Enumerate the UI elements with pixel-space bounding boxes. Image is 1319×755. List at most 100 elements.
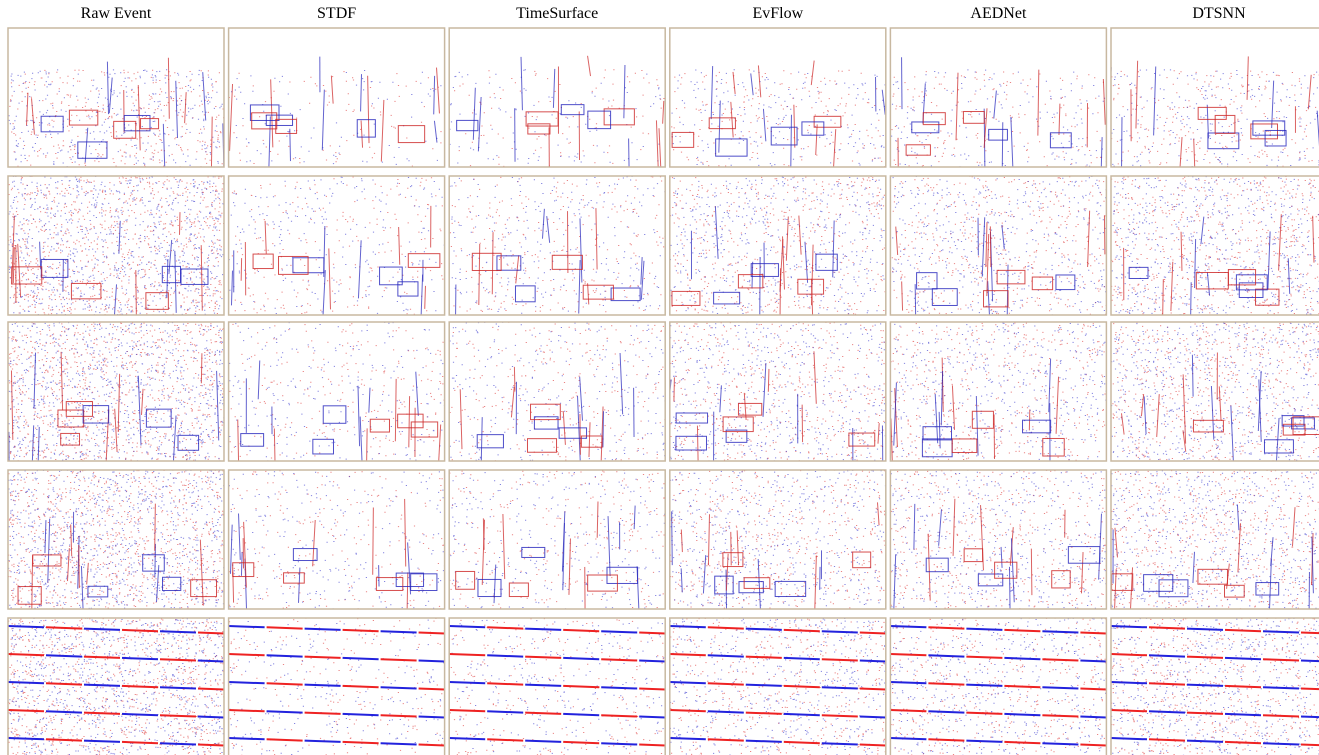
panel-bg bbox=[890, 470, 1106, 609]
stripe bbox=[8, 738, 44, 739]
stripe bbox=[1225, 714, 1261, 715]
stripe bbox=[1149, 711, 1185, 712]
figure: Raw EventSTDFTimeSurfaceEvFlowAEDNetDTSN… bbox=[0, 0, 1319, 755]
stripe bbox=[267, 655, 303, 656]
stripe bbox=[890, 710, 926, 711]
column-header: DTSNN bbox=[1192, 5, 1246, 22]
stripe bbox=[601, 659, 637, 660]
stripe bbox=[1004, 714, 1040, 715]
event-panel bbox=[229, 28, 445, 185]
stripe bbox=[1149, 627, 1185, 628]
stripe bbox=[381, 715, 417, 716]
stripe bbox=[1042, 659, 1078, 660]
stripe bbox=[563, 686, 599, 687]
event-panel bbox=[890, 470, 1107, 620]
panel-bg bbox=[8, 470, 224, 609]
event-content bbox=[890, 618, 1116, 755]
stripe bbox=[890, 626, 926, 627]
stripe bbox=[670, 626, 706, 627]
stripe bbox=[229, 738, 265, 739]
stripe bbox=[670, 710, 706, 711]
stripe bbox=[381, 659, 417, 660]
stripe bbox=[84, 685, 120, 686]
stripe bbox=[8, 626, 44, 627]
stripe bbox=[928, 655, 964, 656]
edge bbox=[373, 508, 374, 575]
stripe bbox=[601, 743, 637, 744]
event-content bbox=[229, 28, 445, 185]
panel-bg bbox=[1111, 28, 1319, 167]
stripe bbox=[784, 742, 820, 743]
event-content bbox=[8, 618, 234, 755]
stripe bbox=[525, 657, 561, 658]
stripe bbox=[928, 739, 964, 740]
stripe bbox=[8, 654, 44, 655]
stripe bbox=[1004, 686, 1040, 687]
stripe bbox=[1149, 739, 1185, 740]
stripe bbox=[46, 683, 82, 684]
edge bbox=[603, 411, 604, 447]
event-content bbox=[229, 618, 455, 755]
stripe bbox=[46, 739, 82, 740]
stripe bbox=[784, 630, 820, 631]
stripe bbox=[670, 738, 706, 739]
stripe bbox=[8, 682, 44, 683]
stripe bbox=[1111, 654, 1147, 655]
stripe bbox=[601, 687, 637, 688]
edge bbox=[136, 270, 137, 325]
panel-bg bbox=[449, 176, 665, 315]
stripe bbox=[1149, 683, 1185, 684]
stripe bbox=[1187, 741, 1223, 742]
stripe bbox=[966, 685, 1002, 686]
panel-bg bbox=[670, 470, 886, 609]
stripe bbox=[784, 686, 820, 687]
stripe bbox=[525, 713, 561, 714]
event-panel bbox=[890, 322, 1107, 472]
stripe bbox=[746, 657, 782, 658]
edge bbox=[752, 262, 753, 289]
edge bbox=[514, 367, 515, 391]
stripe bbox=[343, 630, 379, 631]
panel-bg bbox=[449, 470, 665, 609]
stripe bbox=[890, 682, 926, 683]
event-panel bbox=[449, 470, 667, 626]
stripe bbox=[229, 710, 265, 711]
stripe bbox=[525, 741, 561, 742]
panel-bg bbox=[670, 176, 886, 315]
stripe bbox=[267, 627, 303, 628]
stripe bbox=[1187, 685, 1223, 686]
stripe bbox=[1111, 710, 1147, 711]
event-panel bbox=[670, 28, 887, 182]
stripe bbox=[1004, 658, 1040, 659]
column-header: AEDNet bbox=[970, 5, 1027, 22]
event-content bbox=[670, 618, 896, 755]
stripe bbox=[1225, 658, 1261, 659]
stripe bbox=[1187, 657, 1223, 658]
event-content bbox=[670, 176, 887, 328]
stripe bbox=[160, 743, 196, 744]
stripe bbox=[8, 710, 44, 711]
stripe bbox=[305, 741, 341, 742]
stripe bbox=[822, 631, 858, 632]
stripe bbox=[1004, 630, 1040, 631]
stripe bbox=[822, 659, 858, 660]
event-content bbox=[229, 176, 445, 321]
column-header: Raw Event bbox=[81, 5, 152, 22]
stripe bbox=[525, 629, 561, 630]
event-content bbox=[1111, 470, 1319, 624]
event-content bbox=[670, 470, 887, 635]
stripe bbox=[966, 657, 1002, 658]
event-panel bbox=[1111, 322, 1319, 466]
panel-bg bbox=[449, 28, 665, 167]
stripe bbox=[229, 654, 265, 655]
event-panel bbox=[670, 618, 896, 755]
stripe bbox=[449, 682, 485, 683]
stripe bbox=[708, 683, 744, 684]
stripe bbox=[267, 711, 303, 712]
edge bbox=[1192, 355, 1193, 397]
stripe bbox=[746, 713, 782, 714]
column-header: STDF bbox=[317, 5, 356, 22]
stripe bbox=[563, 714, 599, 715]
stripe bbox=[1263, 687, 1299, 688]
event-panel bbox=[448, 176, 666, 342]
